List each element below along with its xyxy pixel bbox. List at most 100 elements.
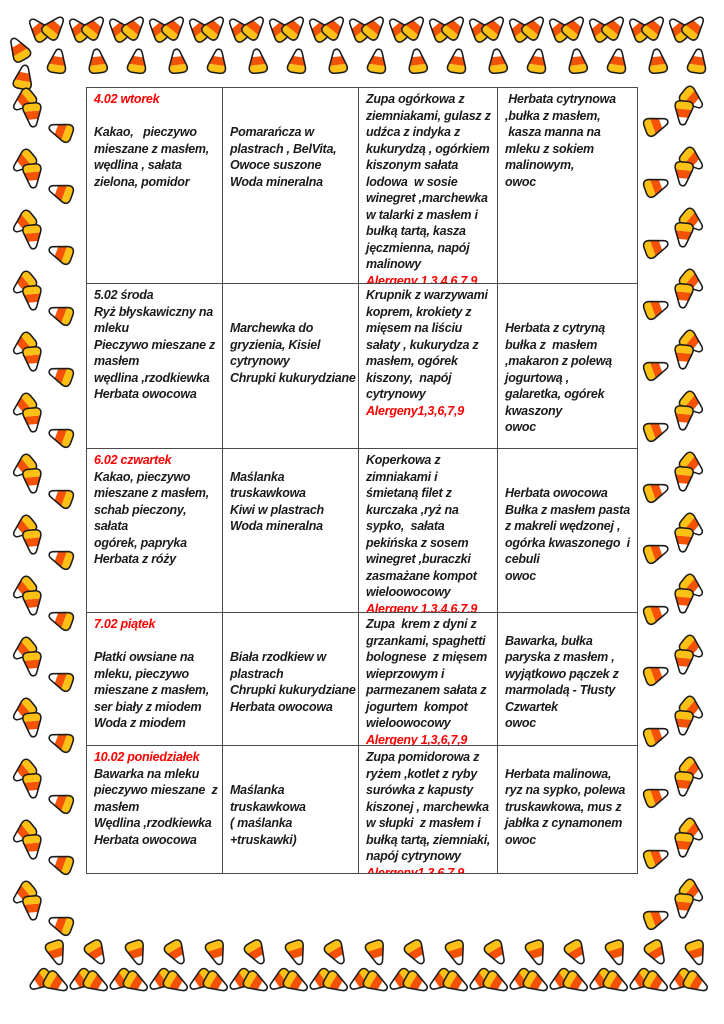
candy-corn-icon	[46, 118, 75, 144]
candy-corn-icon	[606, 47, 629, 75]
candy-corn-icon	[677, 389, 708, 419]
candy-corn-icon	[41, 969, 72, 997]
candy-corn-icon	[286, 47, 309, 75]
lunch-text: Krupnik z warzywami koprem, krokiety z m…	[366, 288, 488, 401]
candy-corn-icon	[359, 12, 390, 42]
snack-text: Herbata malinowa, ryz na sypko, polewa t…	[505, 766, 626, 847]
candy-corn-icon	[8, 86, 39, 116]
candy-corn-icon	[673, 283, 694, 309]
second-breakfast-text: Maślanka truskawkowa ( maślanka +truskaw…	[230, 783, 306, 847]
candy-corn-icon	[25, 966, 56, 996]
candy-corn-icon	[8, 208, 39, 238]
candy-corn-icon	[465, 966, 496, 996]
cell-lunch: Krupnik z warzywami koprem, krokiety z m…	[359, 284, 498, 449]
candy-corn-icon	[567, 48, 589, 75]
cell-lunch: Zupa ogórkowa z ziemniakami, gulasz z ud…	[359, 88, 498, 284]
candy-corn-icon	[673, 222, 694, 248]
candy-corn-icon	[46, 484, 75, 510]
candy-corn-icon	[505, 966, 536, 996]
second-breakfast-text: Pomarańcza w plastrach , BelVita, Owoce …	[230, 125, 337, 189]
candy-corn-icon	[647, 48, 669, 75]
candy-corn-icon	[22, 102, 43, 128]
candy-corn-icon	[642, 905, 671, 931]
candy-corn-icon	[463, 14, 494, 44]
candy-corn-icon	[263, 14, 294, 44]
candy-corn-icon	[407, 48, 429, 75]
candy-corn-icon	[284, 938, 309, 968]
candy-corn-icon	[8, 269, 39, 299]
cell-day-breakfast: 5.02 środa Ryż błyskawiczny na mleku Piec…	[87, 284, 223, 449]
candy-corn-icon	[145, 966, 176, 996]
candy-corn-icon	[642, 234, 671, 260]
candy-corn-icon	[583, 14, 614, 44]
candy-corn-icon	[39, 12, 70, 42]
candy-corn-icon	[399, 12, 430, 42]
candy-corn-icon	[161, 969, 192, 997]
candy-corn-icon	[247, 48, 269, 75]
candy-corn-icon	[65, 966, 96, 996]
candy-corn-icon	[642, 938, 671, 968]
candy-corn-icon	[46, 179, 75, 205]
candy-corn-icon	[601, 969, 632, 997]
allergens-label: Alergeny1,3,6,7,9	[366, 403, 464, 418]
candy-corn-icon	[385, 966, 416, 996]
candy-corn-icon	[677, 145, 708, 175]
candy-corn-icon	[8, 879, 39, 909]
candy-corn-icon	[686, 47, 709, 75]
candy-corn-icon	[559, 12, 590, 42]
candy-corn-icon	[119, 12, 150, 42]
lunch-text: Zupa krem z dyni z grzankami, spaghetti …	[366, 617, 487, 730]
cell-second-breakfast: Biała rzodkiew w plastrach Chrupki kukur…	[223, 613, 359, 746]
candy-corn-icon	[241, 969, 272, 997]
candy-corn-icon	[46, 606, 75, 632]
candy-corn-icon	[677, 755, 708, 785]
date-label: 5.02 środa	[94, 288, 154, 302]
candy-corn-icon	[642, 722, 671, 748]
candy-corn-icon	[206, 47, 229, 75]
cell-second-breakfast: Marchewka do gryzienia, Kisiel cytrynowy…	[223, 284, 359, 449]
candy-corn-icon	[673, 100, 694, 126]
candy-corn-icon	[321, 969, 352, 997]
cell-day-breakfast: 6.02 czwartek Kakao, pieczywo mieszane z …	[87, 449, 223, 613]
candy-corn-icon	[22, 712, 43, 738]
candy-corn-icon	[673, 893, 694, 919]
candy-corn-icon	[526, 47, 549, 75]
candy-corn-icon	[677, 633, 708, 663]
candy-corn-icon	[673, 710, 694, 736]
candy-corn-icon	[503, 14, 534, 44]
candy-corn-icon	[361, 969, 392, 997]
date-label: 10.02 poniedziałek	[94, 750, 200, 764]
snack-text: Herbata owocowa Bułka z masłem pasta z m…	[505, 486, 630, 583]
candy-corn-icon	[482, 938, 511, 968]
candy-corn-icon	[167, 48, 189, 75]
candy-corn-icon	[665, 966, 696, 996]
candy-corn-icon	[439, 12, 470, 42]
candy-corn-icon	[677, 450, 708, 480]
candy-corn-icon	[639, 12, 670, 42]
cell-second-breakfast: Pomarańcza w plastrach , BelVita, Owoce …	[223, 88, 359, 284]
lunch-text: Zupa ogórkowa z ziemniakami, gulasz z ud…	[366, 92, 491, 271]
candy-corn-icon	[642, 417, 671, 443]
second-breakfast-text: Biała rzodkiew w plastrach Chrupki kukur…	[230, 650, 356, 714]
candy-corn-icon	[201, 969, 232, 997]
candy-corn-icon	[604, 938, 629, 968]
candy-corn-icon	[562, 938, 591, 968]
candy-corn-icon	[143, 14, 174, 44]
candy-corn-icon	[322, 938, 351, 968]
candy-corn-icon	[46, 362, 75, 388]
candy-corn-icon	[183, 14, 214, 44]
candy-corn-icon	[22, 224, 43, 250]
candy-corn-icon	[319, 12, 350, 42]
candy-corn-icon	[22, 407, 43, 433]
candy-corn-icon	[677, 877, 708, 907]
candy-corn-icon	[642, 356, 671, 382]
candy-corn-icon	[12, 63, 35, 91]
cell-lunch: Koperkowa z zimniakami i śmietaną filet …	[359, 449, 498, 613]
candy-corn-icon	[642, 844, 671, 870]
candy-corn-icon	[204, 938, 229, 968]
candy-corn-icon	[677, 206, 708, 236]
cell-snack: Herbata z cytryną bułka z masłem ,makaro…	[498, 284, 638, 449]
candy-corn-icon	[22, 163, 43, 189]
candy-corn-icon	[82, 938, 111, 968]
